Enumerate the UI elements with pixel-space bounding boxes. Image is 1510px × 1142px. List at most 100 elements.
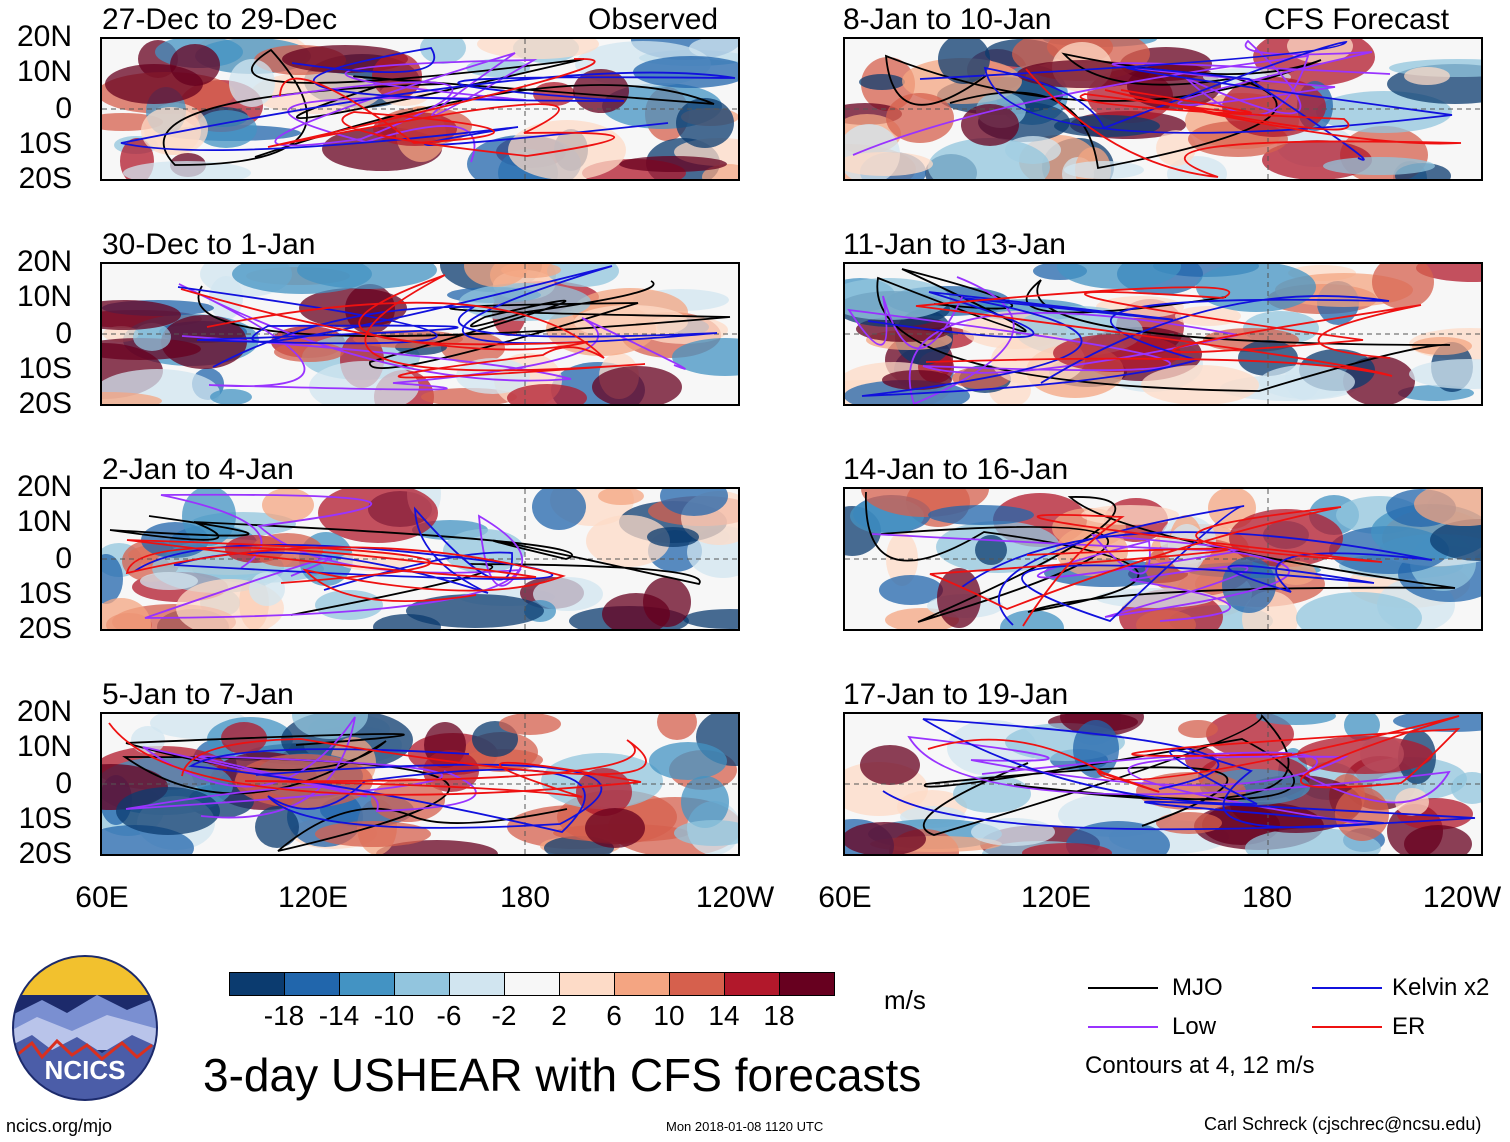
map-field [845,489,1481,629]
shear-blob [1451,772,1481,804]
shear-blob [232,264,372,294]
shear-blob [274,342,344,362]
shear-blob [140,572,198,590]
x-tick-180-right: 180 [1241,881,1293,914]
shear-blob [1412,337,1472,355]
footer-url: ncics.org/mjo [6,1116,113,1136]
map-panel-obs-2 [100,262,740,406]
shear-blob [210,389,252,404]
y-tick-label: 10N [16,55,72,88]
panel-title-obs-2: 30-Dec to 1-Jan [102,228,316,261]
shear-blob [592,366,682,404]
shear-blob [1081,505,1179,525]
legend-label-kelvin: Kelvin x2 [1392,974,1490,1001]
shear-blob [886,93,954,143]
shear-blob [657,714,697,740]
colorbar-swatch [449,972,505,996]
map-field [845,39,1481,179]
shear-blob [676,98,734,148]
shear-blob [882,370,952,390]
shear-blob [660,489,728,516]
shear-blob [102,554,123,604]
y-tick-label: 10S [18,127,72,160]
shear-blob [1372,264,1434,309]
colorbar-label: 10 [653,1000,685,1031]
colorbar-swatch [614,972,670,996]
panel-title-obs-4: 5-Jan to 7-Jan [102,678,294,711]
legend-label-low: Low [1172,1013,1217,1040]
shear-blob [1178,720,1218,738]
y-tick-label: 20S [18,162,72,195]
contour-line [197,280,731,369]
shear-blob [1404,67,1450,85]
y-tick-label: 20N [16,695,72,728]
legend-line-kelvin [1312,987,1382,989]
contour-line [884,52,1322,170]
shear-blob [845,278,950,320]
shear-blob [1064,161,1144,179]
contour-line [271,52,538,163]
y-tick-label: 0 [55,767,72,800]
shear-blob [859,74,905,90]
colorbar-swatch [339,972,395,996]
shear-blob [1296,592,1422,629]
shear-blob [647,527,699,547]
colorbar-swatch [229,972,285,996]
shear-blob [102,392,162,404]
shear-blob [975,535,1007,565]
shear-blob [116,787,220,835]
legend-line-low [1088,1026,1158,1028]
contour-line [961,505,1433,626]
colorbar-swatch [724,972,780,996]
legend-line-mjo [1088,987,1158,989]
shear-blob [1000,610,1064,629]
y-tick-label: 10S [18,352,72,385]
shear-blob [1141,365,1259,404]
contour-line [907,735,1451,825]
shear-blob [532,489,586,530]
shear-blob [649,742,727,780]
shear-blob [420,39,466,64]
contour-line [125,716,477,819]
y-tick-label: 10N [16,280,72,313]
shear-blob [674,820,738,846]
shear-blob [928,138,1050,179]
x-tick-120w-right: 120W [1422,881,1502,914]
y-tick-label: 20N [16,20,72,53]
footer-timestamp: Mon 2018-01-08 1120 UTC [666,1119,824,1134]
map-field [102,264,738,404]
shear-blob [1017,60,1149,88]
panel-title-fcst-4: 17-Jan to 19-Jan [843,678,1069,711]
contour-line [267,58,616,157]
logo-text: NCICS [44,1055,126,1085]
contour-line [125,539,566,603]
map-field [845,714,1481,854]
shear-blob [683,609,738,629]
shear-blob [961,104,1019,146]
shear-blob [860,745,920,785]
cfs-forecast-label: CFS Forecast [1264,3,1450,36]
contour-line [919,40,1453,161]
x-tick-120e-right: 120E [1020,881,1092,914]
legend-line-er [1312,1026,1382,1028]
colorbar-swatch [284,972,340,996]
contour-line [162,48,715,166]
colorbar-label: -18 [263,1000,305,1031]
legend-label-mjo: MJO [1172,974,1223,1001]
shear-blob [586,515,670,567]
y-tick-label: 20S [18,837,72,870]
observed-label: Observed [588,3,719,36]
panel-title-fcst-3: 14-Jan to 16-Jan [843,453,1069,486]
shear-blob [229,59,275,107]
shear-blob [602,593,670,629]
colorbar-label: -10 [373,1000,415,1031]
main-title: 3-day USHEAR with CFS forecasts [203,1049,922,1101]
colorbar-label: 6 [606,1000,622,1031]
panel-title-fcst-2: 11-Jan to 13-Jan [843,228,1066,261]
contour-line [120,47,736,152]
contour-line [876,268,1451,392]
shear-blob [1335,787,1389,841]
x-tick-60e-right: 60E [818,881,872,914]
y-tick-label: 20S [18,387,72,420]
shear-blob [1206,714,1294,757]
